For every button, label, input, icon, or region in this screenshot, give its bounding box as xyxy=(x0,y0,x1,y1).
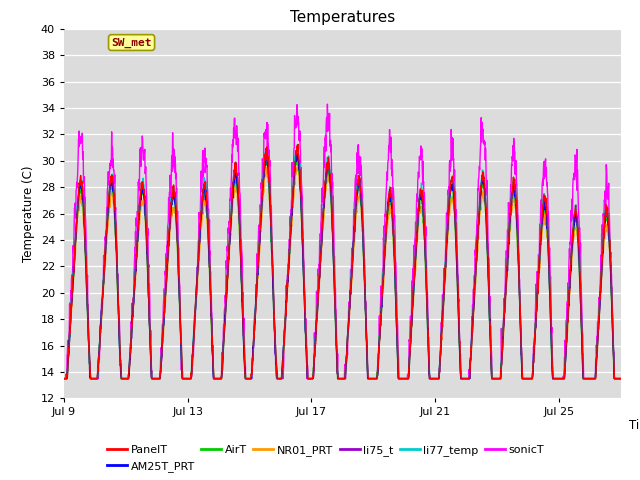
NR01_PRT xyxy=(179,376,187,382)
AirT xyxy=(292,153,300,159)
li75_t xyxy=(290,175,298,180)
AirT xyxy=(92,376,100,382)
li75_t xyxy=(268,254,276,260)
PanelT xyxy=(617,376,625,382)
li75_t xyxy=(92,376,100,382)
PanelT xyxy=(60,376,68,382)
NR01_PRT xyxy=(268,268,276,274)
AM25T_PRT xyxy=(262,149,270,155)
AM25T_PRT xyxy=(179,376,187,382)
AirT xyxy=(440,280,448,286)
li77_temp xyxy=(92,376,100,382)
Legend: PanelT, AM25T_PRT, AirT, NR01_PRT, li75_t, li77_temp, sonicT: PanelT, AM25T_PRT, AirT, NR01_PRT, li75_… xyxy=(102,441,548,476)
PanelT xyxy=(290,172,298,178)
li75_t xyxy=(294,144,301,150)
PanelT xyxy=(268,259,276,265)
sonicT xyxy=(290,146,298,152)
li75_t xyxy=(179,376,187,382)
Line: PanelT: PanelT xyxy=(64,144,621,379)
Line: AirT: AirT xyxy=(64,156,621,379)
sonicT xyxy=(287,214,295,220)
PanelT xyxy=(179,376,187,382)
AM25T_PRT xyxy=(287,211,295,216)
li77_temp xyxy=(290,173,298,179)
NR01_PRT xyxy=(92,376,100,382)
Y-axis label: Temperature (C): Temperature (C) xyxy=(22,165,35,262)
AM25T_PRT xyxy=(440,279,448,285)
sonicT xyxy=(440,271,448,276)
Line: li75_t: li75_t xyxy=(64,147,621,379)
AM25T_PRT xyxy=(92,376,100,382)
NR01_PRT xyxy=(617,376,625,382)
AirT xyxy=(290,180,298,186)
PanelT xyxy=(92,376,100,382)
PanelT xyxy=(287,218,295,224)
li77_temp xyxy=(293,142,301,148)
X-axis label: Time: Time xyxy=(628,419,640,432)
PanelT xyxy=(294,142,302,147)
Line: li77_temp: li77_temp xyxy=(64,145,621,379)
li77_temp xyxy=(179,376,187,382)
AirT xyxy=(179,376,187,382)
li75_t xyxy=(617,376,625,382)
AM25T_PRT xyxy=(291,175,298,180)
NR01_PRT xyxy=(287,228,295,234)
li75_t xyxy=(440,283,448,288)
NR01_PRT xyxy=(294,162,301,168)
AirT xyxy=(60,376,68,382)
li75_t xyxy=(60,376,68,382)
NR01_PRT xyxy=(60,376,68,382)
li77_temp xyxy=(440,280,448,286)
AirT xyxy=(287,220,295,226)
li77_temp xyxy=(268,249,276,255)
li77_temp xyxy=(60,376,68,382)
li77_temp xyxy=(287,216,295,222)
sonicT xyxy=(92,376,100,382)
sonicT xyxy=(324,101,332,107)
Text: SW_met: SW_met xyxy=(111,37,152,48)
Line: sonicT: sonicT xyxy=(64,104,621,379)
li75_t xyxy=(287,222,295,228)
sonicT xyxy=(268,245,276,251)
AM25T_PRT xyxy=(269,270,276,276)
AirT xyxy=(268,264,276,269)
NR01_PRT xyxy=(440,286,448,292)
AM25T_PRT xyxy=(60,376,68,382)
sonicT xyxy=(617,376,625,382)
li77_temp xyxy=(617,376,625,382)
Line: NR01_PRT: NR01_PRT xyxy=(64,165,621,379)
Line: AM25T_PRT: AM25T_PRT xyxy=(64,152,621,379)
AM25T_PRT xyxy=(617,376,625,382)
sonicT xyxy=(60,376,68,382)
NR01_PRT xyxy=(290,194,298,200)
AirT xyxy=(617,376,625,382)
sonicT xyxy=(179,376,187,382)
Title: Temperatures: Temperatures xyxy=(290,10,395,25)
PanelT xyxy=(440,281,448,287)
